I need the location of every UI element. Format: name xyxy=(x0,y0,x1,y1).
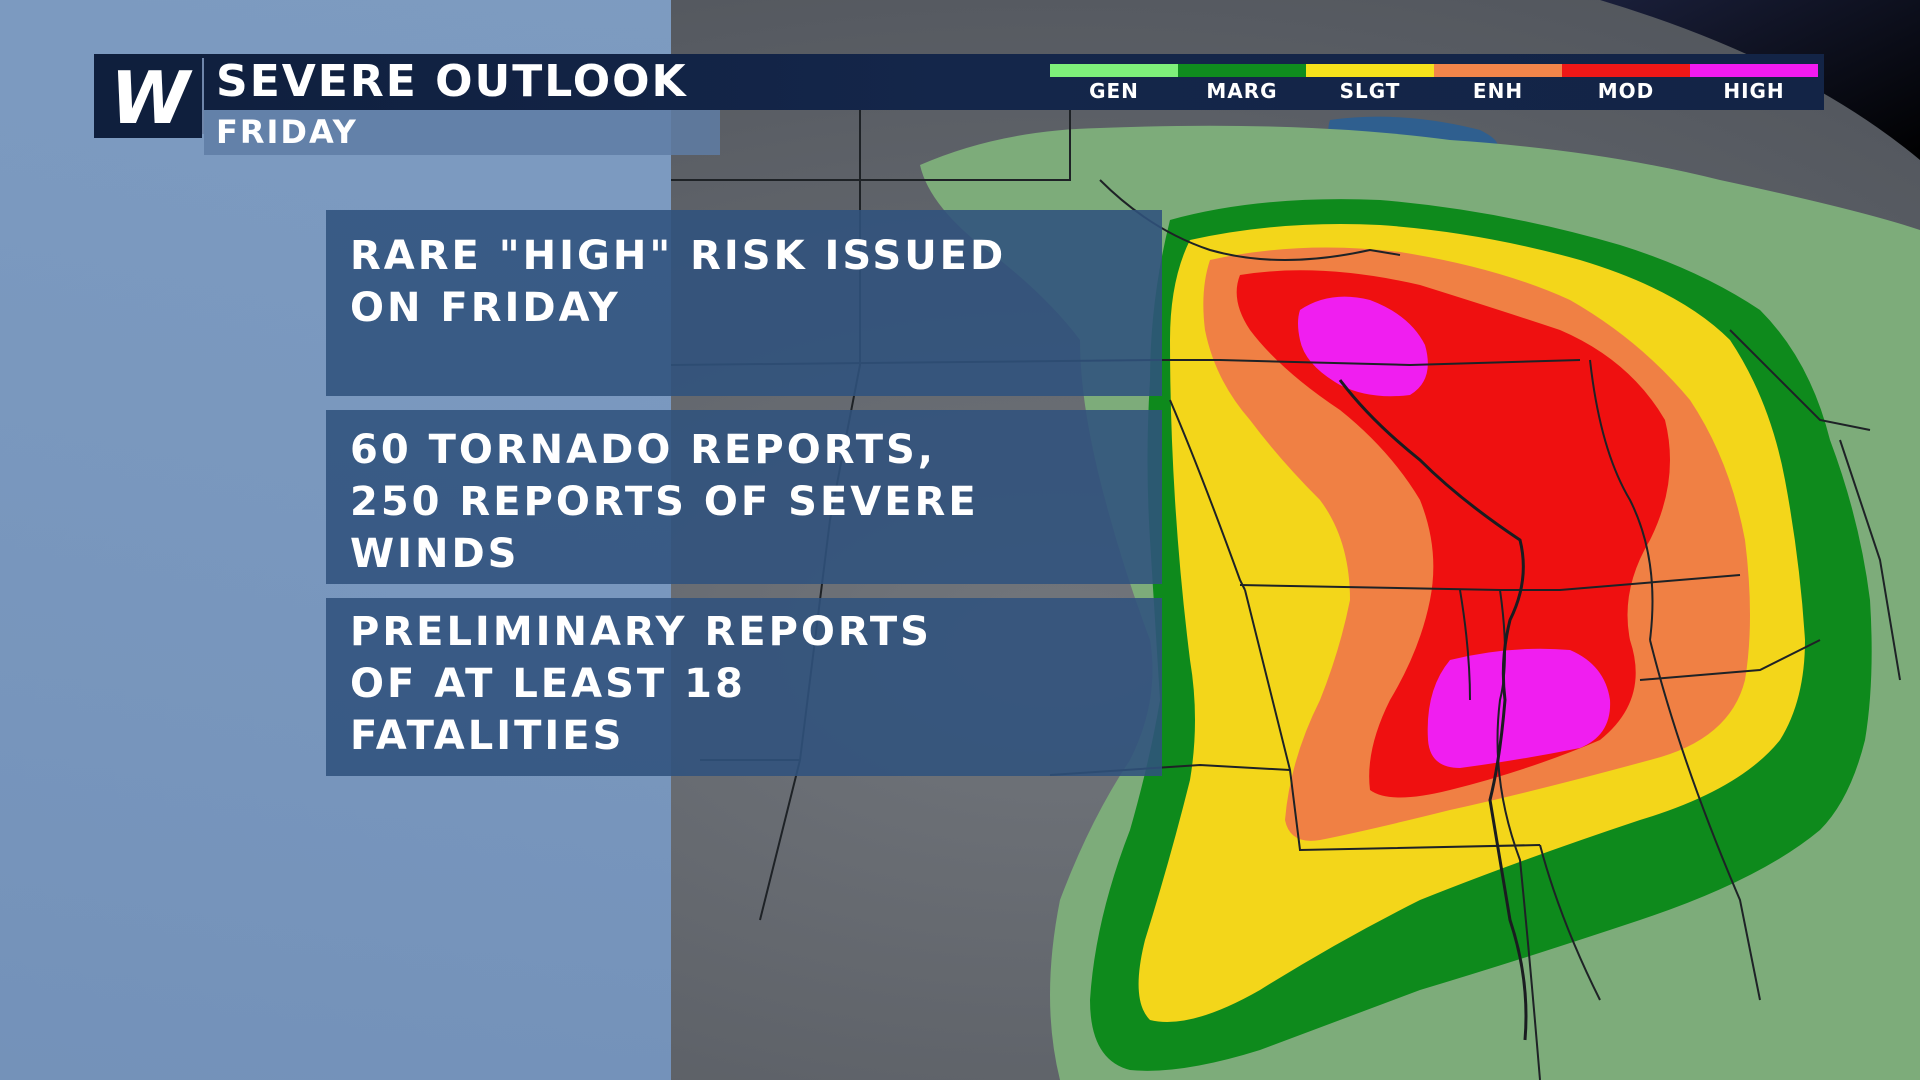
legend-item-gen: GEN xyxy=(1050,64,1178,104)
risk-legend: GEN MARG SLGT ENH MOD HIGH xyxy=(1050,64,1818,104)
legend-label-enh: ENH xyxy=(1472,79,1524,103)
subtitle-bar xyxy=(204,110,720,155)
risk-areas xyxy=(920,125,1920,1080)
info-box-reports: 60 TORNADO REPORTS, 250 REPORTS OF SEVER… xyxy=(326,410,1162,584)
legend-label-mod: MOD xyxy=(1597,79,1655,103)
high-risk-area-north xyxy=(1298,296,1428,397)
legend-label-high: HIGH xyxy=(1723,79,1785,103)
legend-item-slgt: SLGT xyxy=(1306,64,1434,104)
legend-label-gen: GEN xyxy=(1089,79,1139,103)
info-text-fatalities: PRELIMINARY REPORTS OF AT LEAST 18 FATAL… xyxy=(350,609,932,759)
mississippi-river xyxy=(1338,379,1528,1041)
info-box-fatalities: PRELIMINARY REPORTS OF AT LEAST 18 FATAL… xyxy=(326,598,1162,776)
info-box-high-risk: RARE "HIGH" RISK ISSUED ON FRIDAY xyxy=(326,210,1162,396)
high-risk-area-south xyxy=(1427,648,1611,768)
legend-swatch-enh xyxy=(1434,64,1562,77)
weather-logo: W xyxy=(94,54,202,138)
info-text-reports: 60 TORNADO REPORTS, 250 REPORTS OF SEVER… xyxy=(350,427,979,577)
legend-label-slgt: SLGT xyxy=(1339,79,1401,103)
header-bar xyxy=(94,54,1824,110)
page-subtitle: FRIDAY xyxy=(216,113,358,151)
header-divider xyxy=(202,58,204,134)
legend-swatch-high xyxy=(1690,64,1818,77)
logo-letter: W xyxy=(110,56,189,140)
legend-item-marg: MARG xyxy=(1178,64,1306,104)
legend-item-mod: MOD xyxy=(1562,64,1690,104)
legend-swatch-mod xyxy=(1562,64,1690,77)
legend-item-enh: ENH xyxy=(1434,64,1562,104)
legend-swatch-slgt xyxy=(1306,64,1434,77)
page-title: SEVERE OUTLOOK xyxy=(216,56,688,107)
legend-item-high: HIGH xyxy=(1690,64,1818,104)
legend-swatch-marg xyxy=(1178,64,1306,77)
space-corner xyxy=(1600,0,1920,160)
legend-swatch-gen xyxy=(1050,64,1178,77)
info-text-high-risk: RARE "HIGH" RISK ISSUED ON FRIDAY xyxy=(350,233,1007,331)
legend-label-marg: MARG xyxy=(1206,79,1278,103)
